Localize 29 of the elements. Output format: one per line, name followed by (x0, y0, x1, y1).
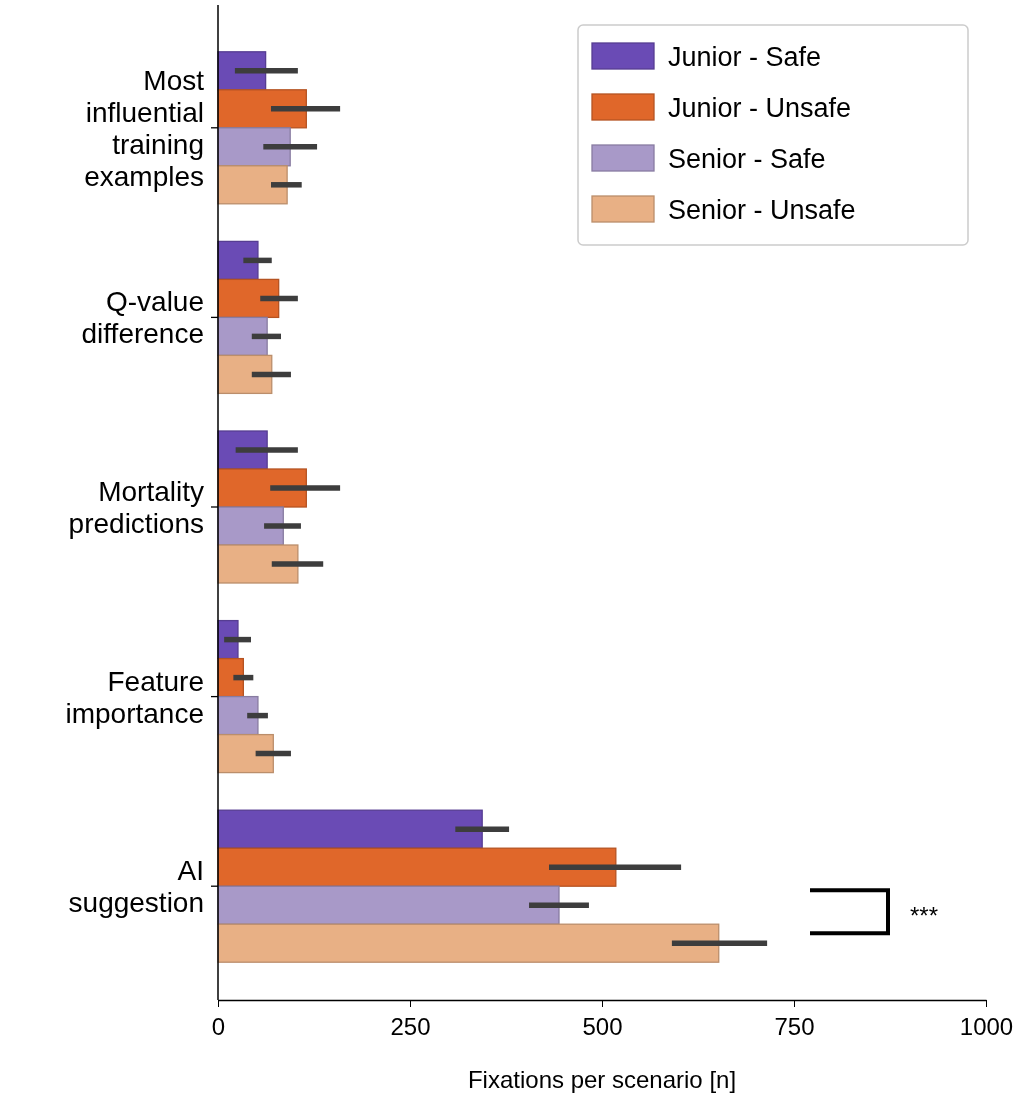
x-tick-label: 500 (582, 1013, 623, 1041)
y-tick-label: AI suggestion (68, 855, 204, 919)
legend-label: Senior - Unsafe (668, 195, 856, 225)
y-tick-label: Most influential training examples (84, 64, 205, 192)
bar (217, 885, 560, 925)
y-tick-label: Feature importance (65, 665, 204, 729)
y-tick-label: Mortality predictions (68, 476, 204, 539)
bar (217, 165, 288, 205)
bar (217, 923, 720, 963)
bar (217, 847, 617, 887)
bar (217, 316, 268, 357)
x-axis-title: Fixations per scenario [n] (467, 1066, 737, 1093)
x-tick-label: 250 (390, 1013, 431, 1041)
bar (217, 695, 259, 736)
bar (217, 506, 284, 546)
bar (217, 468, 307, 508)
y-tick-label: Q-value difference (81, 286, 204, 350)
bar (217, 733, 274, 774)
bar (217, 354, 273, 395)
bar (217, 809, 483, 849)
x-tick-label: 0 (211, 1013, 226, 1041)
annotation: *** (910, 901, 939, 929)
x-tick-label: 750 (774, 1013, 815, 1041)
legend-label: Junior - Unsafe (668, 93, 852, 123)
bar (217, 278, 280, 319)
legend-label: Senior - Safe (668, 144, 826, 174)
x-tick-label: 1000 (959, 1013, 1014, 1041)
bar (217, 544, 299, 584)
legend-label: Junior - Safe (668, 42, 822, 72)
